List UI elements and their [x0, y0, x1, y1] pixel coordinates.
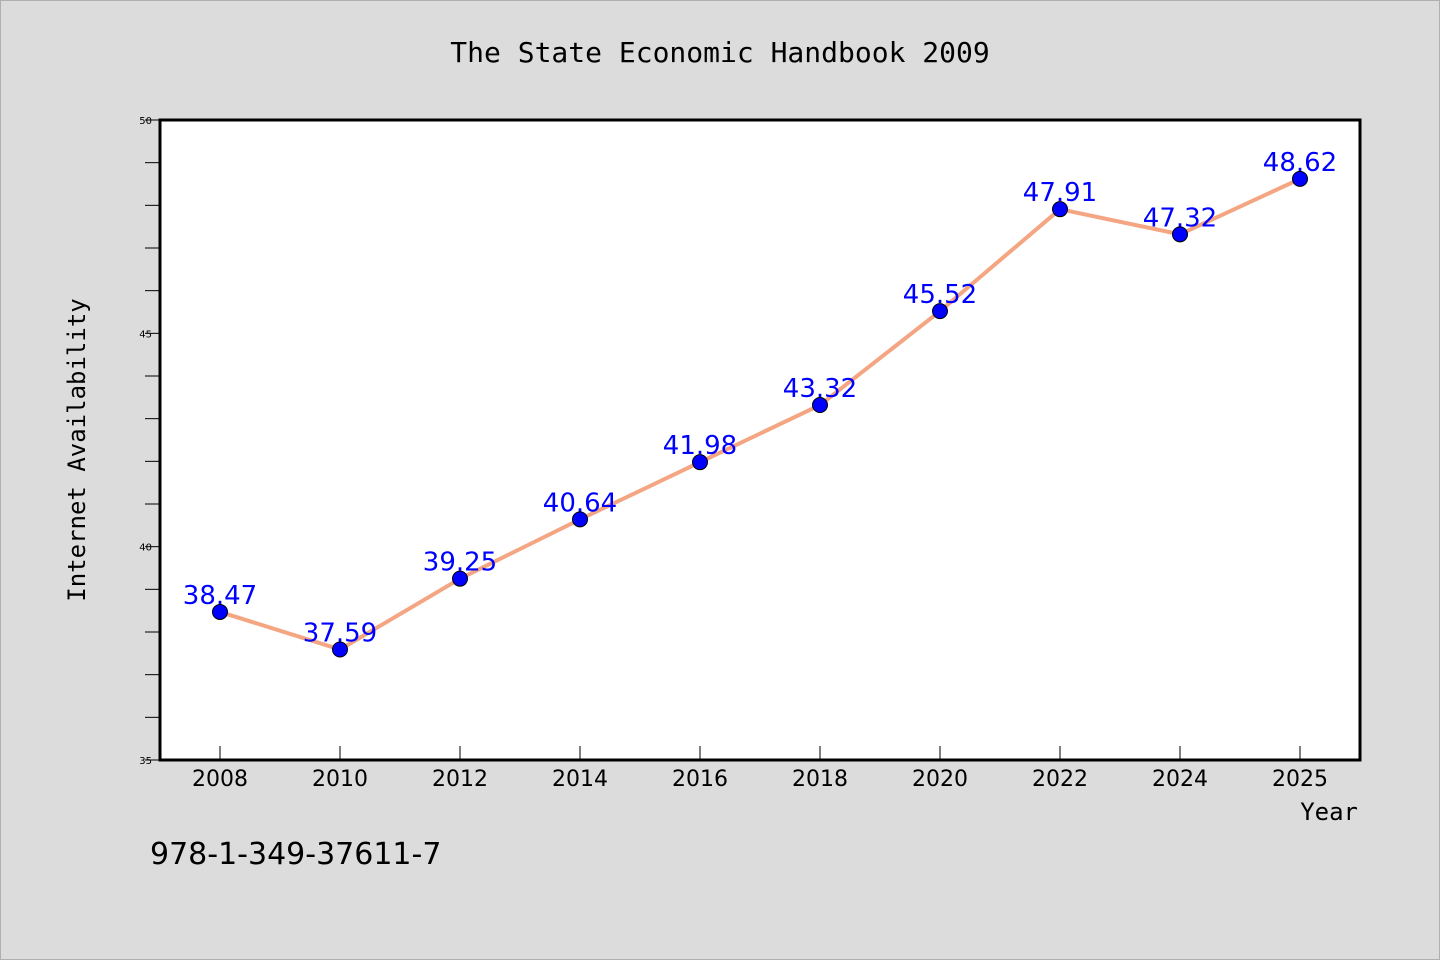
data-point	[212, 603, 228, 620]
x-tick-label: 2014	[552, 767, 608, 792]
data-point	[1172, 226, 1188, 243]
data-point	[692, 454, 708, 471]
data-point	[812, 397, 828, 414]
data-label: 38.47	[183, 581, 257, 611]
data-label: 39.25	[423, 548, 497, 578]
data-label: 41.98	[663, 431, 737, 461]
data-point	[1292, 170, 1308, 187]
x-tick-label: 2025	[1272, 767, 1328, 792]
y-tick-label: 40	[139, 543, 152, 554]
x-tick-label: 2008	[192, 767, 248, 792]
data-point	[932, 303, 948, 320]
data-label: 47.32	[1143, 203, 1217, 233]
x-axis-ticks: 2008 2010 2012 2014 2016 2018 2020 2022 2024 2025	[192, 746, 1328, 792]
chart-title: The State Economic Handbook 2009	[450, 36, 989, 69]
data-label: 48.62	[1263, 148, 1337, 178]
y-tick-label: 35	[139, 756, 152, 767]
x-tick-label: 2010	[312, 767, 368, 792]
data-label: 45.52	[903, 280, 977, 310]
data-label: 43.32	[783, 374, 857, 404]
data-point	[1052, 201, 1068, 218]
data-point	[332, 641, 348, 658]
data-point	[572, 511, 588, 528]
x-tick-label: 2022	[1032, 767, 1088, 792]
data-point	[452, 570, 468, 587]
y-axis-label: Internet Availability	[63, 298, 91, 601]
isbn-text: 978-1-349-37611-7	[150, 837, 441, 872]
x-axis-label: Year	[1300, 798, 1358, 826]
x-tick-label: 2012	[432, 767, 488, 792]
y-axis-ticks: 35 40 45 50	[139, 116, 160, 767]
x-tick-label: 2020	[912, 767, 968, 792]
data-label: 47.91	[1023, 178, 1097, 208]
plot-area	[158, 118, 1362, 762]
y-tick-label: 45	[139, 329, 152, 340]
y-tick-label: 50	[139, 116, 152, 127]
x-tick-label: 2018	[792, 767, 848, 792]
data-label: 40.64	[543, 488, 617, 518]
data-label: 37.59	[303, 618, 377, 648]
x-tick-label: 2016	[672, 767, 728, 792]
x-tick-label: 2024	[1152, 767, 1208, 792]
series-line	[219, 177, 1301, 652]
data-series: 38.47 37.59 39.25 40.64 41.98 43.32 45.52 47.91…	[183, 148, 1337, 658]
